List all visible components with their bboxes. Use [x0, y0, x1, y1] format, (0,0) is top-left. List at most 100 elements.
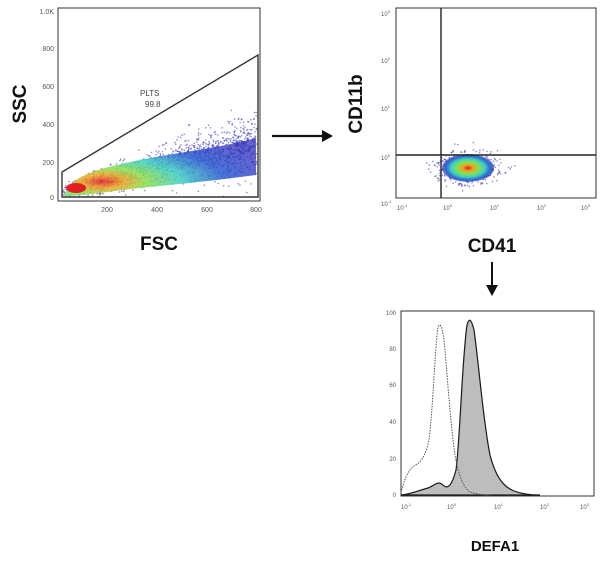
x-tick-label: 103	[581, 203, 591, 212]
fsc-ssc-x-ticks: 200 400 600 800	[101, 207, 262, 214]
density-dot	[159, 152, 162, 155]
density-dot	[236, 127, 238, 130]
density-dot	[472, 149, 475, 151]
density-dot	[213, 131, 216, 134]
density-dot	[255, 111, 257, 114]
density-dot	[460, 183, 462, 185]
density-dot	[180, 144, 182, 146]
defa1-stained-histogram	[400, 319, 541, 496]
density-dot	[199, 133, 202, 135]
density-dot	[247, 121, 250, 123]
y-tick-label: 101	[381, 104, 391, 113]
density-dot	[225, 138, 227, 141]
density-dot	[475, 150, 477, 153]
density-dot	[472, 184, 475, 187]
density-dot	[227, 142, 230, 144]
density-dot	[486, 150, 488, 153]
x-tick-label: 10-1	[401, 502, 412, 511]
density-dot	[498, 169, 500, 172]
density-dot	[147, 155, 150, 157]
density-dot	[480, 183, 483, 185]
density-dot	[458, 182, 460, 185]
density-dot	[172, 150, 174, 152]
density-dot	[240, 135, 243, 137]
density-dot	[461, 184, 464, 187]
density-dot	[207, 146, 210, 149]
density-dot	[481, 182, 484, 184]
y-tick-label: 100	[381, 153, 391, 162]
density-dot	[249, 128, 252, 131]
x-tick-label: 100	[447, 502, 457, 511]
density-dot	[254, 131, 256, 133]
density-dot	[197, 132, 200, 134]
x-tick-label: 101	[490, 203, 500, 212]
density-dot	[205, 127, 207, 129]
density-dot	[186, 143, 188, 146]
density-dot	[240, 131, 242, 133]
histogram-frame	[400, 310, 595, 497]
density-dot	[250, 132, 253, 135]
density-dot	[185, 144, 187, 146]
density-dot	[122, 159, 124, 162]
x-tick-label: 102	[540, 502, 550, 511]
density-dot	[190, 148, 192, 150]
density-dot	[171, 189, 174, 192]
density-dot	[197, 134, 200, 136]
density-dot	[499, 173, 502, 175]
density-dot	[444, 178, 446, 181]
density-dot	[161, 144, 164, 146]
density-dot	[199, 144, 201, 146]
x-tick-label: 800	[250, 207, 262, 214]
density-dot	[244, 127, 246, 129]
x-tick-label: 102	[537, 203, 547, 212]
histogram-x-ticks: 10-1 100 101 102 103	[401, 502, 590, 511]
density-dot	[188, 147, 190, 149]
density-dot	[249, 118, 252, 121]
density-dot	[187, 140, 190, 142]
density-dot	[231, 124, 233, 126]
density-dot	[463, 151, 466, 153]
density-dot	[185, 139, 187, 142]
density-dot	[228, 185, 230, 188]
density-dot	[198, 128, 200, 130]
density-dot	[157, 150, 160, 153]
density-dot	[198, 148, 200, 151]
density-dot	[230, 138, 232, 140]
density-dot	[237, 182, 240, 185]
density-dot	[499, 158, 501, 161]
density-dot	[241, 118, 243, 120]
density-dot	[197, 139, 200, 141]
density-dot	[509, 168, 512, 170]
density-dot	[177, 150, 179, 153]
density-dot	[253, 117, 255, 120]
density-dot	[441, 157, 443, 159]
panel-defa1-histogram: 0 20 40 60 80 100 10-1 100 101 102 103 D…	[386, 310, 595, 555]
density-dot	[176, 139, 178, 141]
density-dot	[205, 142, 207, 145]
density-dot	[207, 124, 210, 127]
density-dot	[234, 139, 237, 141]
density-dot	[496, 150, 499, 152]
density-dot	[445, 185, 448, 188]
density-dot	[246, 137, 248, 140]
density-dot	[229, 139, 232, 142]
density-dot	[428, 164, 431, 166]
fsc-axis-title: FSC	[140, 234, 178, 255]
density-dot	[441, 174, 444, 176]
density-dot	[214, 142, 217, 144]
density-dot	[194, 149, 197, 151]
y-tick-label: 102	[381, 56, 391, 65]
density-dot	[452, 150, 454, 153]
y-tick-label: 20	[389, 457, 396, 463]
density-dot	[138, 149, 140, 151]
density-dot	[467, 184, 469, 187]
density-dot	[234, 126, 236, 128]
density-dot	[115, 163, 118, 165]
density-dot	[431, 160, 434, 163]
density-dot	[214, 130, 217, 133]
density-dot	[457, 184, 460, 186]
density-dot	[239, 121, 241, 124]
density-dot	[255, 127, 258, 130]
density-dot	[196, 141, 198, 143]
density-dot	[222, 142, 225, 145]
